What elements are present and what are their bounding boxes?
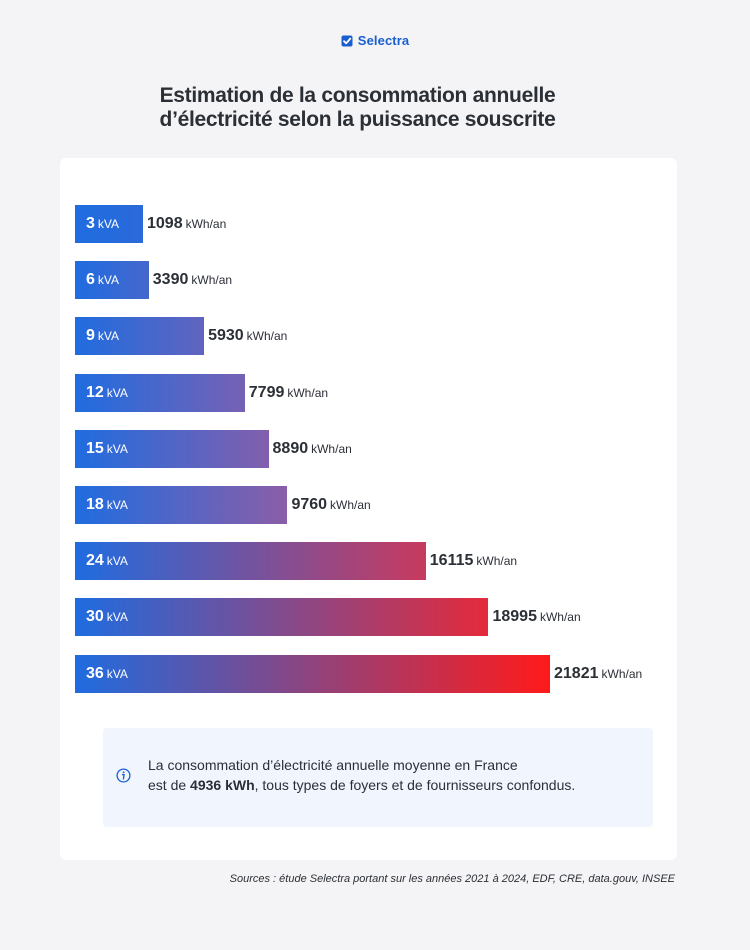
bar-value-unit: kWh/an: [191, 273, 233, 288]
brand-name: Selectra: [357, 33, 410, 48]
bar-value-label: 16115 kWh/an: [430, 542, 517, 580]
bar-value-unit: kWh/an: [330, 498, 371, 512]
bar-category-unit: kVA: [106, 666, 128, 681]
selectra-logo: Selectra: [0, 33, 750, 48]
bar-value-number: 18995: [492, 608, 537, 626]
bar-value-number: 9760: [291, 496, 328, 513]
info-line-1: La consommation d’électricité annuelle m…: [148, 757, 518, 773]
info-box: La consommation d’électricité annuelle m…: [103, 728, 653, 827]
bar-value-number: 1098: [147, 215, 183, 232]
bar-category-label: 30: [86, 608, 104, 626]
bar-value-label: 7799 kWh/an: [249, 374, 328, 412]
bar-category-label: 9: [86, 327, 95, 345]
bar-category-unit: kVA: [97, 217, 120, 231]
bar-value-number: 16115: [429, 552, 474, 570]
bar-value-unit: kWh/an: [185, 217, 227, 231]
bar: 12 kVA: [75, 373, 245, 412]
info-circle-icon: [116, 768, 131, 783]
bar-value-unit: kWh/an: [601, 666, 643, 681]
bar-value-label: 1098 kWh/an: [147, 205, 226, 243]
bar-category-unit: kVA: [97, 273, 120, 288]
bar-category-unit: kVA: [97, 329, 120, 344]
bar: 18 kVA: [75, 486, 288, 524]
bar-category-label: 6: [86, 271, 95, 289]
bar-value-label: 8890 kWh/an: [273, 430, 352, 468]
bar-value-label: 5930 kWh/an: [208, 317, 287, 355]
bar-value-label: 18995 kWh/an: [492, 598, 580, 636]
bar-value-label: 9760 kWh/an: [291, 486, 370, 524]
info-highlight: 4936 kWh: [190, 777, 255, 793]
bar-value-number: 3390: [152, 271, 189, 289]
info-line-2: est de 4936 kWh, tous types de foyers et…: [148, 775, 648, 795]
bar-category-label: 3: [86, 215, 95, 232]
bar-value-number: 21821: [554, 664, 599, 682]
bar-category-unit: kVA: [106, 385, 128, 400]
bar-category-label: 12: [86, 383, 104, 401]
info-suffix: , tous types de foyers et de fournisseur…: [254, 777, 576, 793]
bar-value-unit: kWh/an: [476, 554, 518, 569]
bar: 36 kVA: [75, 654, 550, 693]
bar-value-unit: kWh/an: [246, 329, 288, 344]
sources-note: Sources : étude Selectra portant sur les…: [229, 873, 675, 885]
bar-category-label: 15: [86, 439, 104, 457]
bar-value-label: 21821 kWh/an: [554, 655, 642, 693]
info-prefix: est de: [148, 777, 191, 793]
bar-category-unit: kVA: [106, 610, 128, 625]
bar-category-unit: kVA: [106, 441, 128, 456]
bar-value-number: 8890: [272, 439, 309, 457]
bar: 30 kVA: [75, 598, 489, 637]
check-square-icon: [341, 35, 353, 47]
bar-category-label: 18: [86, 496, 104, 513]
bar-value-number: 7799: [248, 383, 285, 401]
chart-title-line-2: d’électricité selon la puissance souscri…: [159, 108, 556, 131]
info-text: La consommation d’électricité annuelle m…: [148, 755, 648, 795]
bar-category-label: 36: [86, 664, 104, 682]
bar-value-number: 5930: [208, 327, 244, 345]
bar-category-unit: kVA: [106, 498, 128, 512]
bar-category-unit: kVA: [106, 554, 128, 569]
bar-value-unit: kWh/an: [311, 441, 352, 456]
bar-value-unit: kWh/an: [539, 610, 581, 625]
bar-value-label: 3390 kWh/an: [153, 261, 232, 299]
bar: 6 kVA: [75, 261, 149, 300]
chart-title-line-1: Estimation de la consommation annuelle: [159, 84, 556, 107]
bar: 24 kVA: [75, 542, 426, 581]
bar: 3 kVA: [75, 205, 143, 243]
bar-category-label: 24: [86, 552, 104, 570]
chart-title: Estimation de la consommation annuelle d…: [0, 84, 715, 132]
bar: 15 kVA: [75, 429, 269, 468]
bar-value-unit: kWh/an: [287, 385, 329, 400]
bar: 9 kVA: [75, 317, 205, 356]
